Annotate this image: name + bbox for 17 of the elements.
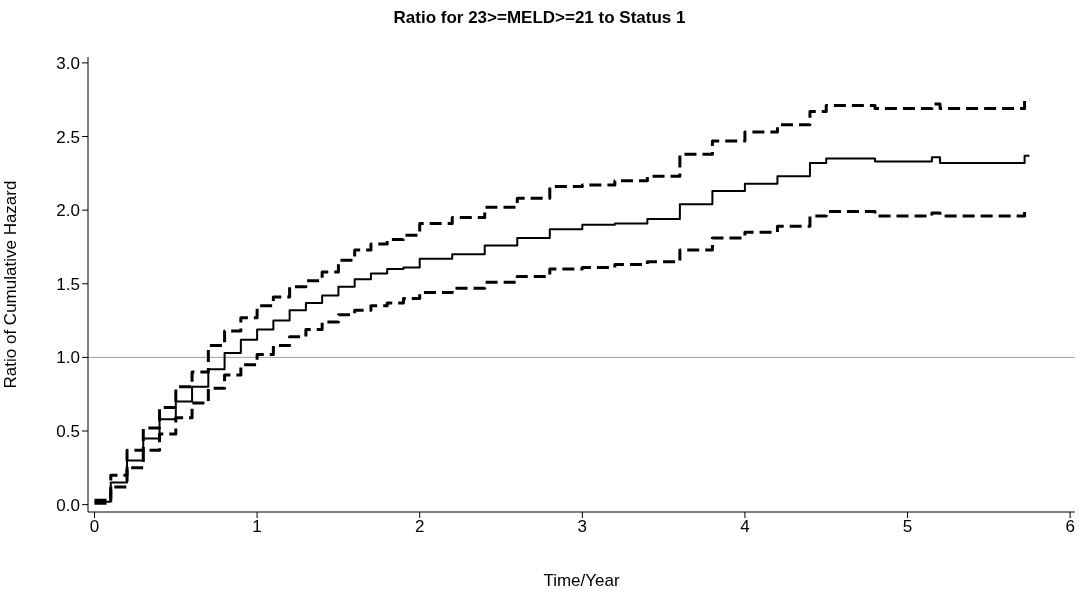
y-tick-label: 2.5 [56,127,80,147]
x-axis-title: Time/Year [543,571,620,590]
y-tick-label: 2.0 [56,201,80,221]
x-tick-label: 5 [902,517,913,537]
y-tick-label: 0.5 [56,422,80,442]
x-tick-label: 0 [89,517,100,537]
chart-title: Ratio for 23>=MELD>=21 to Status 1 [392,8,687,28]
x-tick-label: 6 [1065,517,1075,537]
y-tick-label: 0.0 [56,495,80,515]
x-tick-label: 3 [577,517,588,537]
x-tick-label: 4 [740,517,750,537]
y-tick-label: 1.5 [56,274,80,294]
y-tick-label: 3.0 [56,53,80,73]
x-tick-label: 2 [414,517,425,537]
x-tick-label: 1 [252,517,262,537]
y-axis-title: Ratio of Cumulative Hazard [1,180,21,389]
y-tick-label: 1.0 [56,348,80,368]
